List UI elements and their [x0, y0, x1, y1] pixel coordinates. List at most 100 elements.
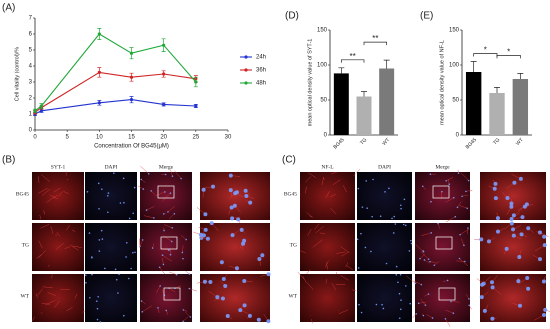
nucleus — [391, 217, 393, 220]
fiber — [169, 287, 176, 293]
x-tick-label: WT — [381, 137, 391, 147]
nucleus — [188, 273, 191, 275]
nucleus — [511, 213, 516, 218]
x-tick-label: 30 — [225, 135, 232, 141]
nucleus — [162, 213, 165, 215]
nucleus — [489, 280, 494, 285]
row-label: TG — [290, 242, 297, 248]
point — [129, 98, 134, 102]
nucleus — [225, 313, 230, 318]
nucleus — [229, 205, 234, 210]
nucleus — [526, 226, 531, 231]
nucleus — [517, 254, 522, 259]
fiber — [63, 191, 69, 194]
fiber — [340, 246, 350, 253]
panel-label: (D) — [285, 11, 299, 22]
nucleus — [468, 304, 470, 307]
nucleus — [114, 268, 117, 271]
nucleus — [423, 259, 426, 261]
nucleus — [444, 318, 447, 320]
nucleus — [400, 207, 402, 210]
fiber — [405, 275, 416, 284]
nucleus — [430, 232, 433, 234]
fiber — [330, 208, 337, 215]
fiber — [37, 288, 43, 296]
line — [34, 33, 197, 112]
nucleus — [140, 300, 143, 302]
nucleus — [454, 215, 457, 218]
zoom-box — [157, 185, 175, 199]
fiber — [332, 179, 341, 185]
nucleus — [170, 240, 173, 243]
nucleus — [480, 282, 485, 287]
x-tick-label: 10 — [96, 135, 103, 141]
fiber — [353, 168, 361, 177]
point — [162, 72, 166, 76]
nucleus — [247, 313, 252, 318]
fiber — [459, 205, 468, 209]
nucleus — [371, 215, 373, 218]
y-tick-label: 150 — [317, 28, 328, 34]
nucleus — [132, 212, 134, 215]
fiber — [421, 232, 432, 236]
nucleus — [398, 317, 401, 319]
nucleus — [164, 191, 166, 193]
nucleus — [180, 177, 182, 180]
fiber — [459, 258, 469, 267]
nucleus — [153, 217, 155, 219]
fiber — [39, 214, 42, 220]
nucleus — [463, 244, 465, 247]
nucleus — [538, 257, 543, 262]
nucleus — [147, 172, 150, 175]
nucleus — [127, 277, 130, 280]
panel-label: (C) — [282, 155, 296, 166]
fiber — [141, 179, 146, 183]
nucleus — [365, 180, 368, 182]
error-bar — [383, 59, 390, 69]
y-tick-label: 2 — [29, 96, 33, 102]
nucleus — [182, 320, 184, 323]
nucleus — [415, 313, 418, 315]
y-tick-label: 6 — [29, 32, 33, 38]
x-tick-label: BG45 — [465, 137, 478, 150]
fiber — [300, 250, 306, 254]
nucleus — [392, 232, 395, 234]
fiber — [342, 185, 347, 193]
nucleus — [164, 173, 167, 176]
nucleus — [97, 295, 99, 298]
row-label: BG45 — [16, 191, 29, 197]
nucleus — [467, 179, 470, 182]
point — [33, 109, 37, 113]
fiber — [462, 194, 469, 197]
nucleus — [512, 180, 517, 185]
fiber — [138, 238, 141, 247]
nucleus — [537, 230, 542, 235]
fiber — [169, 271, 177, 275]
point — [97, 32, 101, 36]
nucleus — [405, 285, 407, 287]
fiber — [41, 188, 51, 196]
nucleus — [239, 227, 244, 232]
fiber — [161, 257, 164, 265]
nucleus — [123, 314, 125, 317]
nucleus — [101, 238, 104, 240]
nucleus — [221, 277, 226, 282]
nucleus — [198, 232, 203, 237]
nucleus — [169, 253, 172, 256]
bar — [356, 96, 372, 135]
nucleus — [505, 196, 510, 201]
fiber — [441, 191, 443, 199]
fiber — [420, 298, 426, 306]
fiber — [418, 301, 427, 304]
fiber — [38, 240, 43, 249]
point — [194, 104, 198, 108]
fiber — [189, 288, 198, 292]
nucleus — [402, 223, 405, 226]
nucleus — [400, 299, 402, 301]
y-tick-label: 50 — [320, 98, 327, 104]
panel-label: (E) — [420, 11, 433, 22]
fiber — [306, 212, 313, 218]
fiber — [36, 254, 42, 259]
fiber — [49, 194, 58, 200]
